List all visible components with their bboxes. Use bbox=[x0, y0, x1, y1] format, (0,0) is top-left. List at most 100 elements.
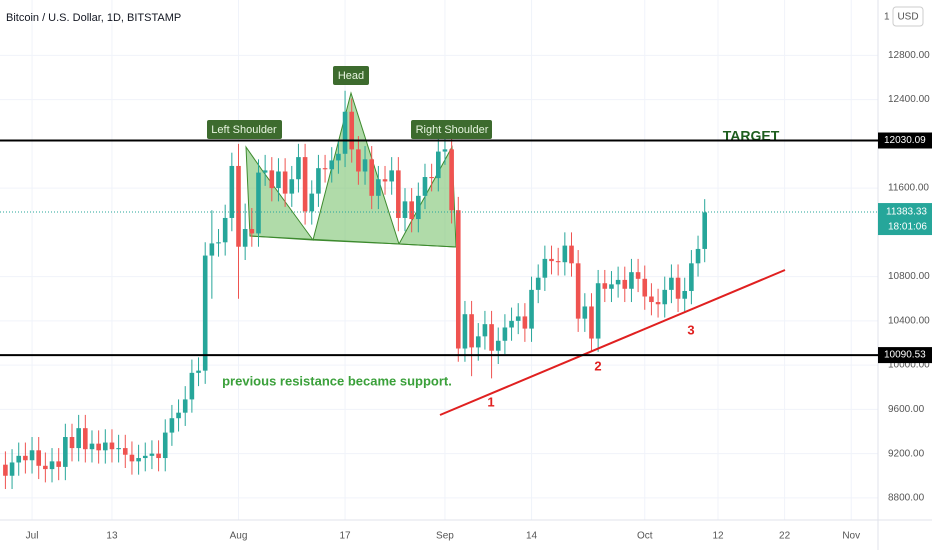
y-tick-label: 12400.00 bbox=[888, 94, 930, 105]
candle-body bbox=[609, 284, 614, 289]
candle-body bbox=[469, 314, 474, 348]
candle-body bbox=[262, 170, 268, 173]
level-tag-label: 12030.09 bbox=[884, 135, 926, 146]
candle-body bbox=[76, 428, 81, 449]
level-tag-label: 10090.53 bbox=[884, 350, 926, 361]
candle-body bbox=[69, 437, 75, 449]
point-label: 1 bbox=[487, 394, 494, 409]
candle-body bbox=[515, 316, 521, 321]
candle-body bbox=[409, 201, 414, 220]
candle-body bbox=[442, 149, 448, 152]
x-tick-label: 22 bbox=[779, 531, 791, 542]
candle-body bbox=[23, 455, 28, 461]
right-shoulder-box bbox=[411, 120, 492, 139]
candle-body bbox=[502, 327, 508, 341]
candle-body bbox=[569, 245, 574, 264]
candle-body bbox=[96, 443, 101, 451]
candle-body bbox=[56, 461, 61, 467]
candle-body bbox=[549, 258, 554, 262]
symbol-title: Bitcoin / U.S. Dollar, 1D, BITSTAMP bbox=[6, 12, 181, 24]
candle-body bbox=[475, 336, 481, 348]
candle-body bbox=[276, 171, 281, 189]
right-shoulder-label: Right Shoulder bbox=[416, 124, 489, 136]
y-tick-label: 9600.00 bbox=[888, 404, 925, 415]
candle-body bbox=[602, 283, 608, 289]
countdown: 18:01:06 bbox=[888, 222, 927, 233]
candle-body bbox=[422, 177, 428, 196]
y-tick-label: 9200.00 bbox=[888, 448, 925, 459]
candle-body bbox=[462, 314, 468, 349]
candle-body bbox=[182, 399, 188, 413]
grid bbox=[0, 0, 878, 520]
candle-body bbox=[336, 153, 341, 161]
currency-button[interactable] bbox=[892, 6, 924, 27]
candle-body bbox=[236, 165, 241, 247]
candle-body bbox=[396, 170, 401, 218]
candle-body bbox=[389, 170, 394, 182]
level-tag bbox=[878, 347, 932, 364]
candle-body bbox=[489, 324, 494, 351]
x-tick-label: Nov bbox=[842, 531, 860, 542]
x-tick-label: Jul bbox=[26, 531, 39, 542]
candle-body bbox=[103, 442, 108, 451]
candle-body bbox=[416, 195, 421, 220]
candle-body bbox=[83, 428, 88, 450]
candle-body bbox=[269, 170, 275, 189]
candle-body bbox=[136, 458, 141, 462]
last-price-label: 11383.33 bbox=[886, 207, 927, 218]
candle-body bbox=[669, 277, 674, 290]
candle-body bbox=[662, 289, 668, 305]
scale-button[interactable]: 1 bbox=[884, 12, 890, 23]
candle-body bbox=[29, 450, 35, 461]
head-box bbox=[333, 66, 369, 85]
y-tick-label: 10800.00 bbox=[888, 271, 930, 282]
candle-body bbox=[642, 278, 648, 297]
candle-body bbox=[169, 418, 175, 433]
y-tick-label: 12800.00 bbox=[888, 50, 930, 61]
candle-body bbox=[89, 443, 95, 450]
candle-body bbox=[162, 432, 168, 459]
candle-body bbox=[689, 263, 694, 291]
x-tick-label: 12 bbox=[712, 531, 724, 542]
candle-body bbox=[649, 296, 654, 303]
candle-body bbox=[535, 277, 541, 290]
candle-body bbox=[176, 412, 181, 419]
left-shoulder-box bbox=[207, 120, 282, 139]
candle-body bbox=[116, 448, 121, 450]
candle-body bbox=[289, 179, 295, 194]
candle-body bbox=[256, 172, 261, 234]
candle-body bbox=[209, 243, 215, 256]
candle-body bbox=[242, 229, 248, 247]
candle-body bbox=[16, 455, 22, 463]
candle-body bbox=[322, 168, 328, 170]
candle-body bbox=[682, 290, 688, 299]
y-tick-label: 10400.00 bbox=[888, 315, 930, 326]
candle-body bbox=[349, 111, 355, 150]
candle-body bbox=[555, 261, 561, 263]
x-tick-label: Oct bbox=[637, 531, 653, 542]
candle-body bbox=[675, 277, 681, 299]
candle-body bbox=[9, 462, 15, 476]
x-tick-label: 14 bbox=[526, 531, 538, 542]
candle-body bbox=[43, 465, 48, 470]
candle-body bbox=[595, 283, 601, 339]
candle-body bbox=[449, 149, 454, 211]
candle-body bbox=[369, 159, 374, 196]
candle-body bbox=[149, 453, 155, 456]
candle-body bbox=[362, 159, 368, 172]
candle-body bbox=[615, 279, 621, 285]
candle-body bbox=[316, 168, 321, 194]
price-axis: 8800.00 9200.00 9600.00 10000.00 10400.00 108… bbox=[888, 50, 930, 504]
candle-body bbox=[216, 242, 221, 244]
candle-body bbox=[309, 193, 315, 212]
neckline bbox=[249, 235, 457, 248]
x-tick-label: Sep bbox=[436, 531, 454, 542]
trendline bbox=[439, 269, 786, 416]
y-tick-label: 11600.00 bbox=[888, 183, 929, 194]
candle-body bbox=[655, 302, 661, 305]
candle-body bbox=[222, 217, 228, 243]
candle-body bbox=[282, 171, 288, 194]
candle-body bbox=[695, 248, 701, 264]
